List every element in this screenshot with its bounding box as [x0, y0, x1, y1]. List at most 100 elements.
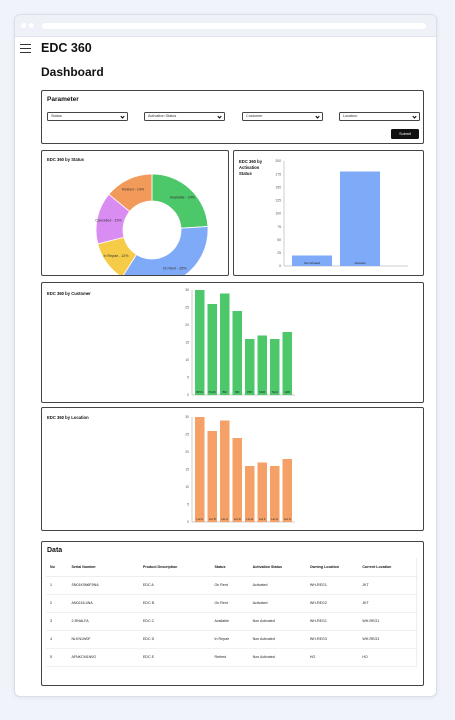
table-cell: Non Activated	[248, 630, 306, 649]
bar-category-label: BRI	[235, 390, 240, 394]
bar[interactable]	[282, 332, 293, 395]
activation-status-filter-select[interactable]: Activation Status	[144, 112, 225, 121]
status-filter-label: Status	[51, 114, 62, 119]
bar[interactable]	[207, 431, 218, 522]
table-cell: NLKN1W0F	[67, 630, 139, 649]
bar-category-label: BPJS	[197, 390, 204, 394]
chevron-down-icon	[120, 113, 125, 119]
chevron-down-icon	[412, 113, 417, 119]
bar-category-label: Loc F	[259, 517, 266, 521]
pie-slice-label: Available - 24%	[170, 196, 196, 200]
y-tick-label: 5	[187, 503, 189, 507]
table-scrollbar[interactable]	[416, 558, 421, 666]
app-title: EDC 360	[41, 41, 92, 55]
bar[interactable]	[292, 255, 332, 267]
bar-category-label: Loc D	[234, 517, 241, 521]
bar[interactable]	[257, 462, 268, 523]
y-tick-label: 0	[187, 520, 189, 524]
bar-category-label: Loc A	[197, 517, 204, 521]
bar[interactable]	[270, 339, 280, 395]
y-tick-label: 150	[275, 185, 281, 189]
y-tick-label: 200	[275, 159, 281, 163]
bar[interactable]	[195, 290, 205, 395]
y-tick-label: 30	[185, 288, 189, 292]
bar-category-label: HRB	[285, 390, 291, 394]
pie-slice[interactable]	[151, 173, 209, 229]
table-column-header: Activation Status	[248, 558, 306, 577]
table-cell: WH-REG1	[358, 612, 418, 631]
table-cell: JKT	[358, 576, 418, 595]
window-dot	[21, 23, 26, 28]
bar[interactable]	[220, 420, 230, 523]
y-tick-label: 15	[185, 468, 189, 472]
address-bar[interactable]	[42, 23, 426, 29]
y-tick-label: 5	[187, 376, 189, 380]
y-tick-label: 0	[279, 264, 281, 268]
bar-category-label: Loc B	[209, 517, 216, 521]
bar[interactable]	[220, 293, 230, 396]
pie-slice-label: On Rent - 35%	[163, 266, 188, 270]
bar-category-label: Loc H	[284, 517, 291, 521]
table-header-row: No Serial Number Product Description Status…	[46, 558, 418, 577]
table-cell: WH-REG3	[305, 630, 359, 649]
table-row[interactable]: 2 AN0218-4NA EDC B On Rent Activated WH-REG2 J…	[46, 594, 418, 613]
y-tick-label: 10	[185, 358, 189, 362]
bar[interactable]	[195, 417, 205, 522]
customer-chart-title: EDC 360 by Customer	[47, 291, 91, 296]
table-cell: EDC C	[138, 612, 211, 631]
table-row[interactable]: 4 NLKN1W0F EDC D In Repair Non Activated WH-R…	[46, 630, 418, 649]
table-column-header: Current Location	[358, 558, 418, 577]
pie-slice[interactable]	[108, 173, 153, 213]
window-dot	[29, 23, 34, 28]
table-cell: EDC D	[138, 630, 211, 649]
table-row[interactable]: 1 SN01K0N6F5NA EDC A On Rent Activated WH-REG…	[46, 576, 418, 595]
bar[interactable]	[245, 466, 255, 522]
location-filter-select[interactable]: Location	[339, 112, 420, 121]
customer-filter-select[interactable]: Customer	[242, 112, 323, 121]
bar-category-label: MDR	[259, 390, 265, 394]
bar[interactable]	[245, 339, 255, 395]
bar-category-label: Loc E	[246, 517, 253, 521]
pie-slice[interactable]	[122, 226, 209, 275]
bar[interactable]	[232, 311, 243, 395]
table-cell: Available	[210, 612, 249, 631]
location-chart-card: EDC 360 by Location 0 5 10 15 20 25 30 Loc A Loc…	[41, 407, 424, 531]
hamburger-menu-icon[interactable]	[20, 44, 31, 54]
status-donut-chart: Available - 24% On Rent - 35% In Repair - …	[95, 173, 209, 275]
table-cell: Activated	[248, 594, 306, 613]
submit-button[interactable]: Submit	[391, 129, 419, 139]
bar[interactable]	[207, 304, 218, 395]
table-cell: AFNKCM1N0G	[67, 648, 139, 667]
data-table-card: Data No Serial Number Product Description S…	[41, 541, 424, 686]
app-window: EDC 360 Dashboard Parameter Status Activ…	[14, 14, 437, 697]
bar-category-label: PPN	[247, 390, 252, 394]
bar[interactable]	[232, 438, 243, 522]
table-cell: 4	[46, 630, 68, 649]
data-table: No Serial Number Product Description Status…	[46, 558, 418, 667]
bar-category-label: Loc G	[271, 517, 278, 521]
pie-slice-label: Cancelled - 15%	[95, 218, 122, 222]
bar[interactable]	[282, 459, 293, 522]
activation-status-filter-label: Activation Status	[148, 114, 177, 119]
bar[interactable]	[270, 466, 280, 522]
y-tick-label: 30	[185, 415, 189, 419]
bar[interactable]	[340, 171, 380, 267]
table-cell: 2	[46, 594, 68, 613]
bar-category-label: BNI	[223, 390, 228, 394]
page-title: Dashboard	[41, 65, 104, 79]
activation-title-line: Status	[239, 171, 252, 176]
table-cell: EDC E	[138, 648, 211, 667]
bar-category-label: PGAS	[209, 390, 216, 394]
bar[interactable]	[257, 335, 268, 396]
bar-category-label: Activated	[355, 261, 366, 265]
table-cell: 2-RNALFA	[67, 612, 139, 631]
table-row[interactable]: 5 AFNKCM1N0G EDC E Retired Non Activated HO HO	[46, 648, 418, 667]
table-cell: WH-REG1	[305, 576, 359, 595]
status-filter-select[interactable]: Status	[47, 112, 128, 121]
y-tick-label: 125	[275, 199, 281, 203]
table-row[interactable]: 3 2-RNALFA EDC C Available Non Activated WH-R…	[46, 612, 418, 631]
table-column-header: Owning Location	[305, 558, 359, 577]
table-cell: EDC A	[138, 576, 211, 595]
pie-slice-label: Retired - 14%	[122, 188, 145, 192]
y-tick-label: 175	[275, 172, 281, 176]
